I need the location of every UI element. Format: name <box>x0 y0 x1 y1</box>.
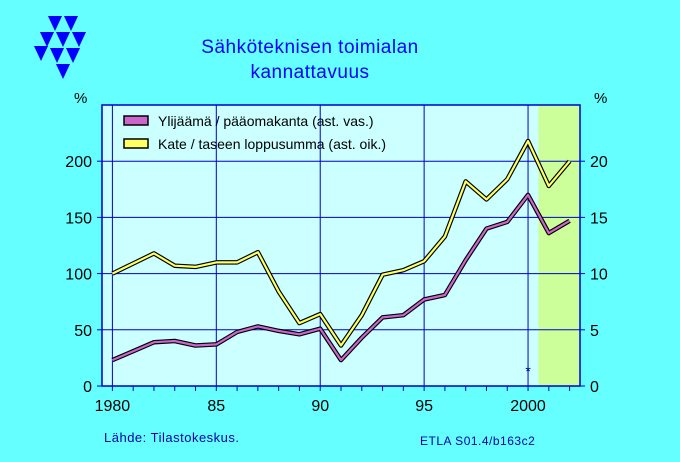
etla-logo <box>34 16 86 79</box>
x-tick-label: 95 <box>415 398 433 415</box>
y-right-tick-label: 20 <box>590 154 608 171</box>
legend-label-kate: Kate / taseen loppusumma (ast. oik.) <box>158 136 386 152</box>
forecast-star: * <box>525 363 531 379</box>
logo-triangle <box>64 16 78 31</box>
legend-label-ylijaama: Ylijäämä / pääomakanta (ast. vas.) <box>158 113 374 129</box>
x-tick-label: 1980 <box>95 398 131 415</box>
x-tick-label: 90 <box>311 398 329 415</box>
logo-triangle <box>48 16 62 31</box>
logo-triangle <box>56 32 70 47</box>
y-right-tick-label: 15 <box>590 210 608 227</box>
logo-triangle <box>34 46 48 61</box>
y-right-tick-label: 0 <box>590 379 599 396</box>
legend-swatch-ylijaama <box>123 115 149 126</box>
source-note: Lähde: Tilastokeskus. <box>104 430 240 445</box>
plot-background <box>102 105 580 386</box>
logo-triangle <box>40 32 54 47</box>
y-left-tick-label: 150 <box>65 210 92 227</box>
y-left-tick-label: 50 <box>74 323 92 340</box>
y-left-tick-label: 100 <box>65 267 92 284</box>
series-kate-line <box>111 139 571 347</box>
logo-triangle <box>50 48 64 63</box>
series-ylijaama-line <box>111 193 571 362</box>
x-tick-label: 85 <box>207 398 225 415</box>
chart-title-line2: kannattavuus <box>250 62 370 83</box>
logo-triangle <box>72 32 86 47</box>
chart-code: ETLA S01.4/b163c2 <box>420 434 536 448</box>
forecast-band <box>538 105 580 386</box>
y-right-tick-label: 5 <box>590 323 599 340</box>
y-left-tick-label: 0 <box>83 379 92 396</box>
y-left-tick-label: 200 <box>65 154 92 171</box>
right-axis-unit: % <box>594 90 608 107</box>
chart-title-line1: Sähköteknisen toimialan <box>201 37 419 58</box>
x-tick-label: 2000 <box>510 398 546 415</box>
logo-triangle <box>56 64 70 79</box>
legend-swatch-kate <box>123 138 149 149</box>
left-axis-unit: % <box>74 90 88 107</box>
y-right-tick-label: 10 <box>590 267 608 284</box>
logo-triangle <box>66 48 80 63</box>
